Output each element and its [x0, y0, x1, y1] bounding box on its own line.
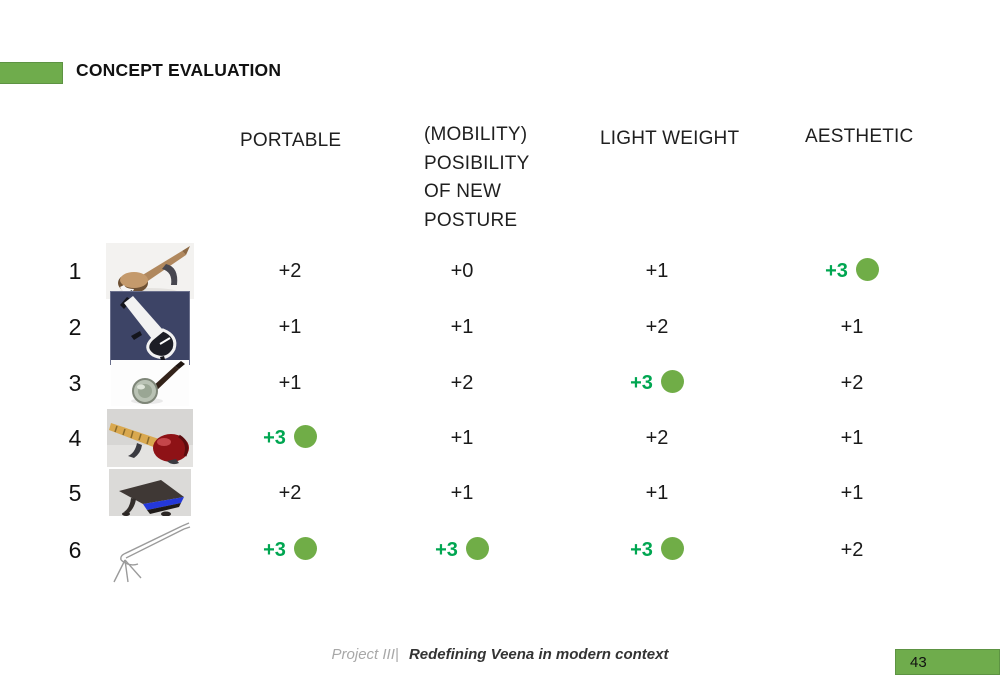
row-number: 6 [68, 536, 82, 563]
score-cell: +3 [767, 241, 937, 301]
highlight-dot [855, 257, 879, 281]
score-cell: +1 [205, 356, 375, 410]
column-header-portable: PORTABLE [240, 130, 342, 151]
score-value: +3 [263, 538, 286, 561]
column-header-mobility-line3: OF NEW [424, 181, 502, 202]
score-value: +2 [278, 482, 302, 504]
highlight-dot [293, 536, 317, 560]
row-number: 5 [68, 480, 82, 506]
score-cell: +2 [377, 356, 547, 410]
score-value: +2 [278, 259, 302, 282]
concept-thumbnail-cell [100, 466, 200, 521]
score-value: +2 [645, 316, 669, 338]
table-row: 4 +3 +1 +2 +1 [0, 409, 1000, 467]
concept-5-image [109, 468, 191, 519]
score-cell: +3 [377, 517, 547, 583]
score-value: +3 [825, 259, 848, 282]
highlight-dot [293, 424, 317, 448]
concept-3-image [111, 360, 189, 406]
score-cell: +1 [572, 241, 742, 301]
score-cell: +3 [572, 517, 742, 583]
row-number: 3 [68, 369, 82, 396]
score-cell: +3 [205, 409, 375, 467]
table-row: 6 +3 +3 +3 +2 [0, 516, 1000, 584]
highlight-dot [660, 369, 684, 393]
score-cell: +3 [572, 356, 742, 410]
score-value: +2 [645, 426, 669, 449]
score-value: +1 [450, 316, 474, 338]
score-cell: +2 [572, 409, 742, 467]
score-cell: +1 [767, 295, 937, 360]
column-header-mobility-line1: (MOBILITY) [424, 124, 528, 145]
column-header-mobility-line2: POSIBILITY [424, 152, 530, 174]
score-value: +2 [840, 538, 864, 561]
score-value: +3 [263, 426, 286, 449]
score-value: +1 [645, 259, 669, 282]
highlight-dot [465, 536, 489, 560]
score-value: +1 [278, 371, 302, 394]
column-header-aesthetic: AESTHETIC [805, 126, 914, 147]
column-header-mobility: (MOBILITY) POSIBILITY OF NEW POSTURE [424, 121, 529, 235]
score-cell: +2 [205, 241, 375, 301]
concept-thumbnail-cell [100, 409, 200, 467]
score-cell: +2 [767, 356, 937, 410]
score-value: +1 [450, 426, 474, 449]
row-number: 1 [68, 257, 82, 284]
score-value: +3 [435, 538, 458, 561]
page-number-bar: 43 [895, 649, 1000, 675]
score-cell: +1 [377, 295, 547, 360]
concept-thumbnail-cell [100, 516, 200, 584]
column-header-light-weight: LIGHT WEIGHT [600, 128, 740, 149]
score-cell: +1 [205, 295, 375, 360]
score-cell: +1 [377, 409, 547, 467]
footer-slide-title: Redefining Veena in modern context [408, 646, 669, 663]
score-cell: +2 [572, 295, 742, 360]
table-row: 2 +1 +1 +2 +1 [0, 290, 1000, 365]
score-value: +1 [840, 482, 864, 504]
score-value: +3 [630, 371, 653, 394]
concept-4-image [107, 409, 193, 467]
score-value: +1 [840, 316, 864, 338]
score-value: +2 [450, 371, 474, 394]
highlight-dot [660, 536, 684, 560]
concept-thumbnail-cell [100, 290, 200, 365]
footer-project-label: Project III| [331, 646, 399, 663]
score-cell: +2 [767, 517, 937, 583]
score-value: +1 [450, 482, 474, 504]
page-title: CONCEPT EVALUATION [76, 60, 282, 80]
score-cell: +1 [572, 466, 742, 521]
score-cell: +2 [205, 466, 375, 521]
table-row: 5 +2 +1 +1 +1 [0, 466, 1000, 521]
title-accent-bar [0, 62, 63, 84]
concept-thumbnail-cell [100, 356, 200, 410]
table-row: 3 +1 +2 +3 +2 [0, 356, 1000, 410]
concept-6-image [108, 516, 192, 584]
slide-footer: Project III| Redefining Veena in modern … [0, 646, 1000, 663]
score-value: +1 [278, 316, 302, 338]
score-cell: +3 [205, 517, 375, 583]
score-value: +1 [840, 426, 864, 449]
score-value: +2 [840, 371, 864, 394]
row-number: 2 [68, 314, 82, 340]
score-value: +0 [450, 259, 474, 282]
row-number: 4 [68, 424, 82, 451]
score-cell: +1 [767, 466, 937, 521]
concept-2-image [110, 290, 190, 365]
score-cell: +1 [377, 466, 547, 521]
column-header-mobility-line4: POSTURE [424, 209, 518, 231]
score-cell: +0 [377, 241, 547, 301]
score-value: +1 [645, 482, 669, 504]
score-cell: +1 [767, 409, 937, 467]
score-value: +3 [630, 538, 653, 561]
page-number: 43 [910, 653, 927, 671]
